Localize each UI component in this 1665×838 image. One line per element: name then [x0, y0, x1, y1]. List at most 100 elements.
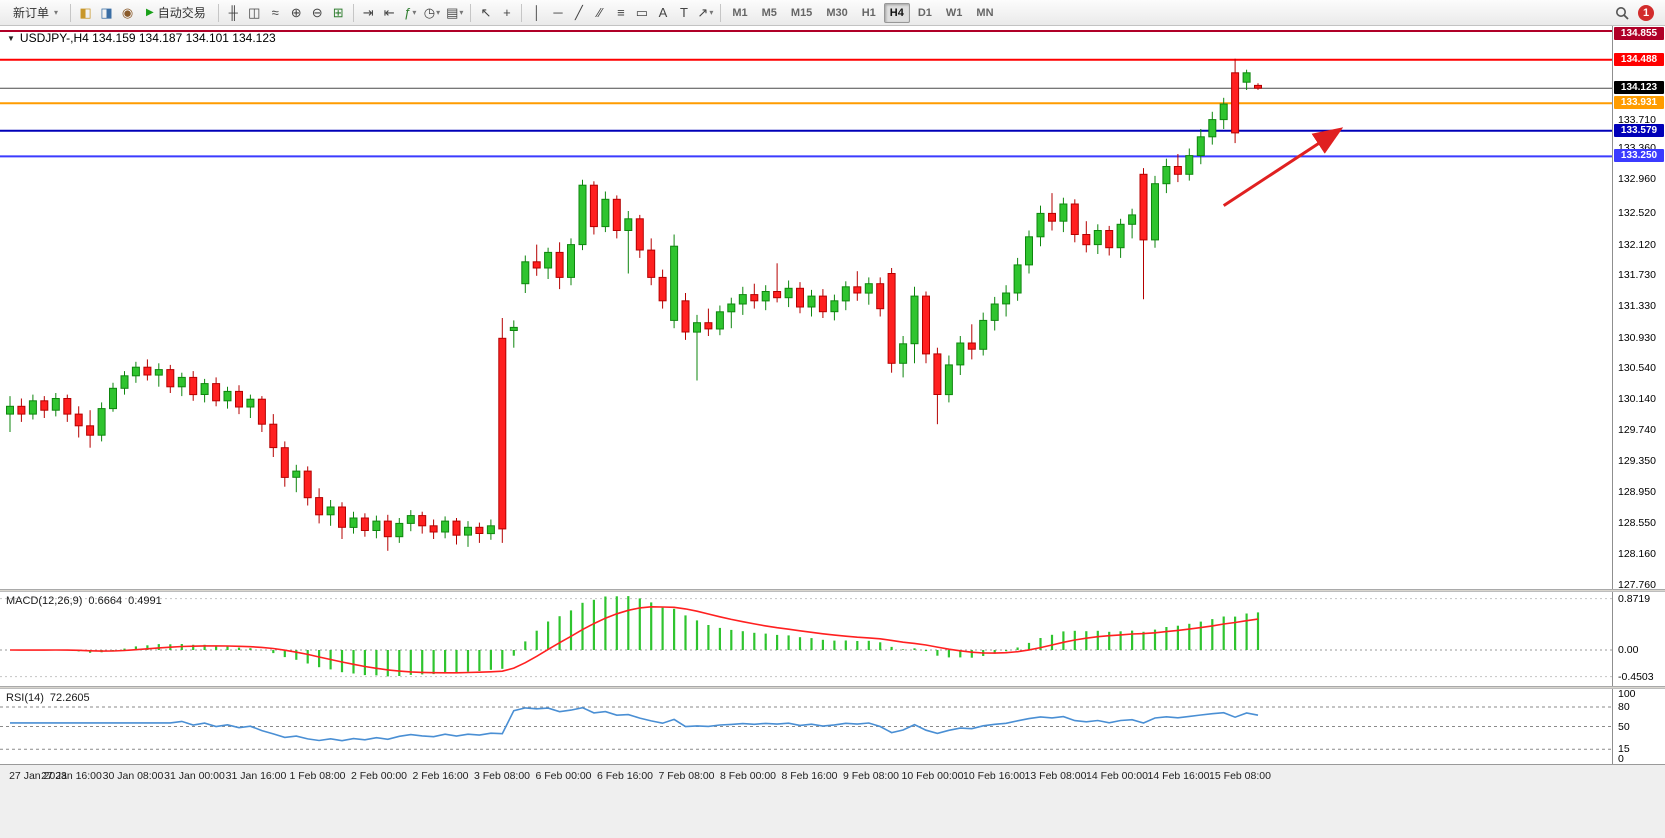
timeframe-m5[interactable]: M5 [761, 6, 777, 19]
time-label: 6 Feb 00:00 [535, 770, 592, 782]
line-chart-icon[interactable]: ≈ [265, 3, 286, 23]
time-label: 31 Jan 00:00 [164, 770, 225, 782]
candle-body [601, 198, 610, 228]
candle-body [635, 218, 644, 251]
candle-body [738, 294, 747, 305]
time-axis-border [0, 764, 1665, 765]
candle-body [509, 326, 518, 331]
candle-body [773, 291, 782, 299]
time-label: 10 Feb 00:00 [901, 770, 964, 782]
line-chart-icon-glyph: ≈ [271, 5, 279, 20]
rsi-value: 72.2605 [49, 692, 90, 704]
tile-windows-icon[interactable]: ⊞ [328, 3, 349, 23]
candlestick-chart-icon[interactable]: ◫ [244, 3, 265, 23]
rsi-panel-canvas[interactable] [0, 689, 1612, 764]
trendline-icon-glyph: ╱ [575, 4, 583, 20]
text-label-icon[interactable]: T [673, 3, 694, 23]
timeframe-h1[interactable]: H1 [861, 6, 876, 19]
terminal-icon[interactable]: ◉ [117, 3, 138, 23]
fibonacci-icon[interactable]: ≡ [610, 3, 631, 23]
candle-body [1105, 230, 1114, 249]
bars-chart-icon[interactable]: ╫ [223, 3, 244, 23]
candle-body [97, 408, 106, 436]
bars-chart-icon-glyph: ╫ [228, 5, 238, 20]
time-label: 1 Feb 08:00 [289, 770, 346, 782]
candle-body [807, 295, 816, 308]
candle-body [1173, 166, 1182, 175]
shapes-icon[interactable]: ▭ [631, 3, 652, 23]
periods-icon[interactable]: ◷ ▾ [421, 3, 443, 23]
candle-body [383, 520, 392, 538]
candle-body [727, 303, 736, 313]
candle-body [830, 300, 839, 313]
zoom-in-icon-glyph: ⊕ [290, 4, 302, 20]
shapes-icon-glyph: ▭ [635, 4, 649, 20]
candle-body [658, 276, 667, 302]
candle-body [544, 251, 553, 269]
candle-body [899, 343, 908, 364]
arrows-tool-icon[interactable]: ↗ ▾ [694, 3, 716, 23]
data-window-icon[interactable]: ◨ [96, 3, 117, 23]
candle-body [6, 405, 14, 415]
candle-body [1196, 136, 1205, 157]
candle-body [395, 522, 404, 538]
candle-body [1231, 72, 1240, 134]
timeframe-m1[interactable]: M1 [732, 6, 748, 19]
zoom-in-icon[interactable]: ⊕ [286, 3, 307, 23]
trendline-icon[interactable]: ╱ [568, 3, 589, 23]
price-axis[interactable]: 133.710 133.360 132.960 132.520 132.120 131.7… [1612, 26, 1665, 765]
panel-splitter[interactable] [0, 589, 1665, 592]
panel-splitter[interactable] [0, 686, 1665, 689]
macd-panel-canvas[interactable] [0, 592, 1612, 686]
caret-down-icon: ▾ [459, 8, 464, 17]
price-tag: 134.488 [1614, 52, 1664, 66]
candle-body [922, 295, 930, 355]
candle-body [360, 517, 369, 531]
indicators-icon[interactable]: ƒ ▾ [400, 3, 421, 23]
timeframe-d1[interactable]: D1 [917, 6, 932, 19]
time-label: 27 Jan 16:00 [41, 770, 102, 782]
crosshair-icon[interactable]: + [496, 3, 517, 23]
collapse-icon[interactable]: ▼ [7, 33, 15, 43]
market-watch-icon[interactable]: ◧ [75, 3, 96, 23]
candle-body [1059, 203, 1068, 222]
trend-arrow[interactable] [1222, 127, 1344, 207]
candle-body [246, 398, 255, 408]
auto-trading-button[interactable]: ▶ 自动交易 [138, 1, 214, 24]
search-icon[interactable] [1611, 3, 1632, 23]
rsi-axis-tick: 15 [1618, 743, 1630, 756]
candle-body [1128, 214, 1137, 225]
price-tick: 128.950 [1618, 486, 1656, 499]
timeframe-h4[interactable]: H4 [883, 2, 910, 23]
price-chart-canvas[interactable] [0, 26, 1612, 589]
channel-icon[interactable]: ∕∕ [589, 3, 610, 23]
candle-body [1116, 223, 1125, 249]
candle-body [818, 295, 827, 313]
toolbar-separator [720, 3, 722, 22]
candle-body [1070, 203, 1079, 235]
auto-scroll-icon[interactable]: ⇥ [358, 3, 379, 23]
chart-title: USDJPY-,H4 134.159 134.187 134.101 134.1… [19, 31, 276, 45]
horizontal-line-icon[interactable]: ─ [547, 3, 568, 23]
timeframe-m30[interactable]: M30 [826, 6, 848, 19]
candle-body [429, 525, 438, 533]
time-axis[interactable]: 27 Jan 2023 27 Jan 16:00 30 Jan 08:00 31 Ja… [0, 765, 1665, 838]
new-order-button[interactable]: 新订单 ▾ [5, 1, 66, 24]
zoom-out-icon[interactable]: ⊖ [307, 3, 328, 23]
vertical-line-icon[interactable]: │ [526, 3, 547, 23]
time-label: 15 Feb 08:00 [1209, 770, 1271, 782]
candle-body [17, 405, 26, 415]
timeframe-m15[interactable]: M15 [790, 6, 813, 19]
timeframe-mn[interactable]: MN [976, 6, 994, 19]
text-icon[interactable]: A [652, 3, 673, 23]
rsi-axis-tick: 100 [1618, 688, 1636, 700]
candle-body [853, 286, 862, 294]
price-tag: 133.931 [1614, 96, 1664, 110]
candle-body [212, 383, 221, 402]
timeframe-w1[interactable]: W1 [945, 6, 963, 19]
cursor-icon[interactable]: ↖ [475, 3, 496, 23]
templates-icon[interactable]: ▤ ▾ [443, 3, 466, 23]
chart-shift-icon[interactable]: ⇤ [379, 3, 400, 23]
notifications-badge[interactable]: 1 [1638, 4, 1654, 21]
price-tag: 133.579 [1614, 123, 1664, 137]
